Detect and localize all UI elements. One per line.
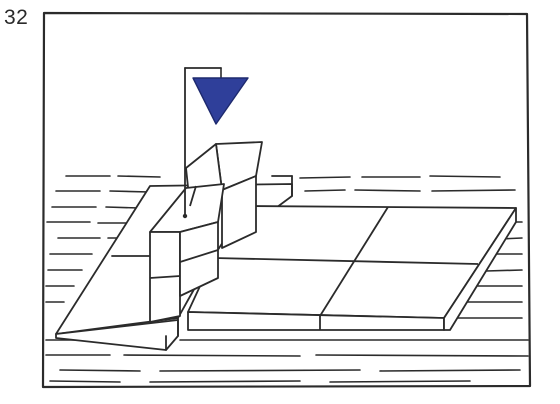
flag-mast (182, 67, 222, 219)
floating-deck (187, 205, 517, 331)
figure-number: 32 (4, 6, 29, 29)
base-plate-edges (111, 175, 293, 351)
block-stack (149, 141, 263, 323)
picture-frame (41, 11, 532, 389)
triangle-flag-icon (192, 77, 249, 125)
